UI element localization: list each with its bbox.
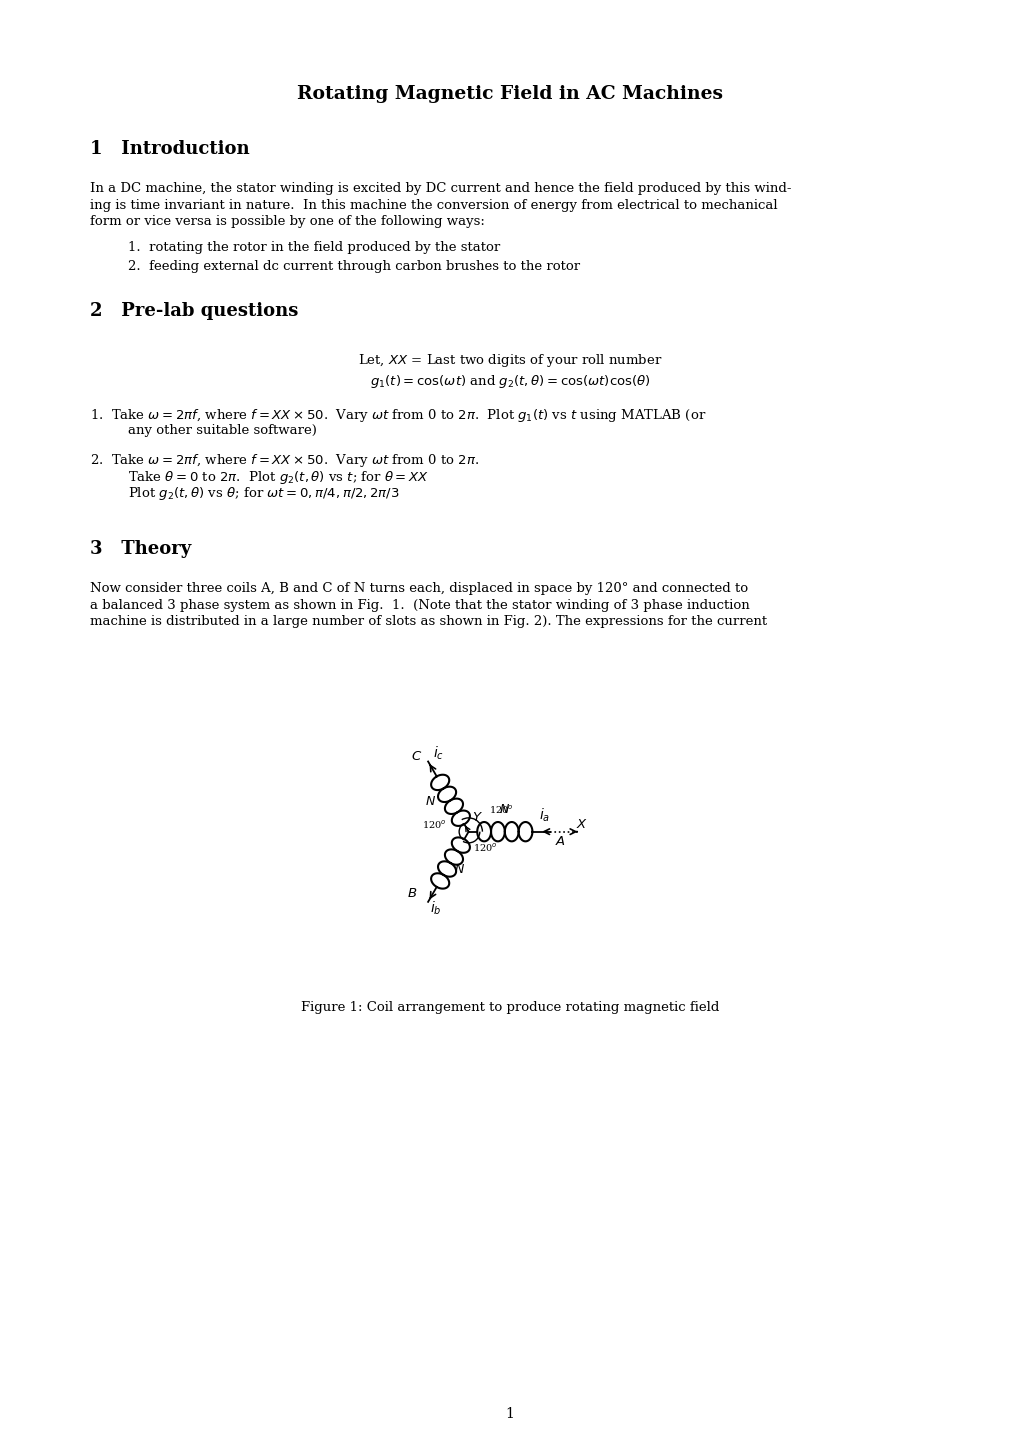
Text: 2.  feeding external dc current through carbon brushes to the rotor: 2. feeding external dc current through c…: [127, 260, 580, 273]
Text: Take $\theta = 0$ to $2\pi$.  Plot $g_2(t, \theta)$ vs $t$; for $\theta = XX$: Take $\theta = 0$ to $2\pi$. Plot $g_2(t…: [127, 469, 429, 486]
Text: $X$: $X$: [576, 818, 588, 831]
Text: $i_a$: $i_a$: [538, 806, 549, 823]
Text: $A$: $A$: [554, 835, 565, 848]
Text: 1.  Take $\omega = 2\pi f$, where $f = XX \times 50$.  Vary $\omega t$ from 0 to: 1. Take $\omega = 2\pi f$, where $f = XX…: [90, 408, 706, 424]
Text: 1: 1: [505, 1407, 514, 1420]
Text: 3   Theory: 3 Theory: [90, 539, 192, 558]
Text: In a DC machine, the stator winding is excited by DC current and hence the field: In a DC machine, the stator winding is e…: [90, 182, 791, 195]
Text: 120$^o$: 120$^o$: [489, 805, 514, 816]
Text: $B$: $B$: [407, 887, 418, 900]
Text: $N$: $N$: [453, 864, 465, 877]
Text: 1   Introduction: 1 Introduction: [90, 140, 250, 159]
Text: $N$: $N$: [424, 796, 435, 809]
Text: Rotating Magnetic Field in AC Machines: Rotating Magnetic Field in AC Machines: [297, 85, 722, 102]
Text: 120$^o$: 120$^o$: [472, 842, 497, 854]
Text: $Y$: $Y$: [472, 812, 482, 825]
Text: 1.  rotating the rotor in the field produced by the stator: 1. rotating the rotor in the field produ…: [127, 241, 499, 254]
Text: Now consider three coils A, B and C of N turns each, displaced in space by 120° : Now consider three coils A, B and C of N…: [90, 583, 747, 596]
Text: 120$^o$: 120$^o$: [421, 819, 445, 831]
Text: $i_b$: $i_b$: [429, 900, 441, 917]
Text: machine is distributed in a large number of slots as shown in Fig. 2). The expre: machine is distributed in a large number…: [90, 614, 766, 629]
Text: Figure 1: Coil arrangement to produce rotating magnetic field: Figure 1: Coil arrangement to produce ro…: [301, 1002, 718, 1015]
Text: 2.  Take $\omega = 2\pi f$, where $f = XX \times 50$.  Vary $\omega t$ from 0 to: 2. Take $\omega = 2\pi f$, where $f = XX…: [90, 451, 479, 469]
Text: $C$: $C$: [411, 750, 422, 763]
Text: form or vice versa is possible by one of the following ways:: form or vice versa is possible by one of…: [90, 215, 484, 228]
Text: $g_1(t) = \cos(\omega t)$ and $g_2(t, \theta) = \cos(\omega t)\cos(\theta)$: $g_1(t) = \cos(\omega t)$ and $g_2(t, \t…: [369, 372, 650, 389]
Text: any other suitable software): any other suitable software): [127, 424, 317, 437]
Text: 2   Pre-lab questions: 2 Pre-lab questions: [90, 301, 299, 320]
Text: a balanced 3 phase system as shown in Fig.  1.  (Note that the stator winding of: a balanced 3 phase system as shown in Fi…: [90, 598, 749, 611]
Text: Plot $g_2(t, \theta)$ vs $\theta$; for $\omega t = 0, \pi/4, \pi/2, 2\pi/3$: Plot $g_2(t, \theta)$ vs $\theta$; for $…: [127, 485, 399, 502]
Text: Let, $XX$ = Last two digits of your roll number: Let, $XX$ = Last two digits of your roll…: [358, 352, 661, 369]
Text: $N$: $N$: [499, 803, 510, 816]
Text: ing is time invariant in nature.  In this machine the conversion of energy from : ing is time invariant in nature. In this…: [90, 199, 776, 212]
Text: $i_c$: $i_c$: [433, 746, 444, 763]
